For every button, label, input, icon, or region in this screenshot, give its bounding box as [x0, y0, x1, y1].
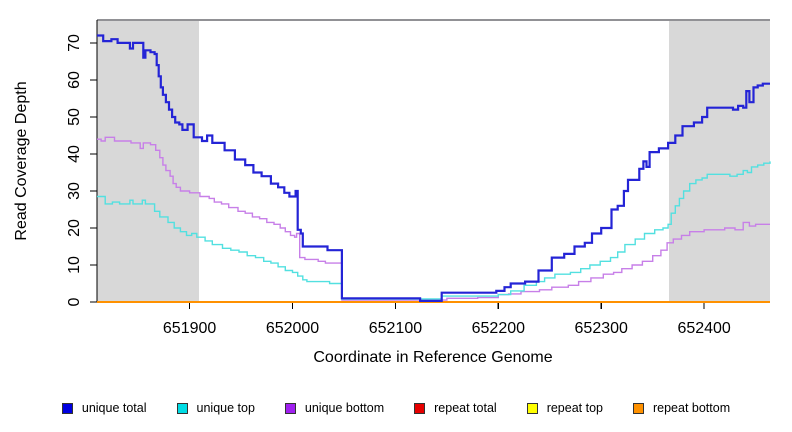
y-tick-label: 10	[66, 256, 83, 274]
legend-item-repeat-bottom: repeat bottom	[632, 401, 731, 415]
series-line-unique-top	[97, 161, 771, 300]
legend-swatch-unique-top	[176, 402, 188, 414]
legend-label-repeat-bottom: repeat bottom	[652, 401, 731, 415]
x-tick-label: 652400	[677, 320, 730, 337]
legend-swatch-unique-bottom	[284, 402, 296, 414]
legend-item-repeat-top: repeat top	[526, 401, 603, 415]
legend-swatch-repeat-top	[526, 402, 538, 414]
y-tick-label: 60	[66, 71, 83, 89]
legend-label-repeat-top: repeat top	[546, 401, 603, 415]
series-line-unique-total	[97, 34, 770, 302]
legend-item-unique-total: unique total	[61, 401, 147, 415]
x-tick-label: 652300	[575, 320, 628, 337]
y-axis-title: Read Coverage Depth	[13, 81, 30, 241]
legend-item-unique-bottom: unique bottom	[284, 401, 385, 415]
y-tick-label: 50	[66, 108, 83, 126]
x-tick-label: 652000	[266, 320, 319, 337]
y-tick-label: 20	[66, 219, 83, 237]
x-tick-label: 652200	[472, 320, 525, 337]
y-tick-label: 0	[66, 297, 83, 306]
x-tick-label: 652100	[369, 320, 422, 337]
repeat-region-shade	[669, 20, 770, 302]
y-tick-label: 40	[66, 145, 83, 163]
legend-label-unique-total: unique total	[81, 401, 147, 415]
x-axis-title: Coordinate in Reference Genome	[313, 349, 553, 366]
y-tick-label: 30	[66, 182, 83, 200]
legend-label-repeat-total: repeat total	[434, 401, 497, 415]
legend-swatch-repeat-bottom	[632, 402, 644, 414]
repeat-region-shade	[97, 20, 199, 302]
legend-label-unique-top: unique top	[196, 401, 255, 415]
x-tick-label: 651900	[163, 320, 216, 337]
legend-swatch-repeat-total	[414, 402, 426, 414]
legend-item-unique-top: unique top	[176, 401, 255, 415]
legend: unique total unique top unique bottom repea…	[0, 398, 792, 418]
y-tick-label: 70	[66, 34, 83, 52]
legend-item-repeat-total: repeat total	[414, 401, 497, 415]
legend-label-unique-bottom: unique bottom	[304, 401, 385, 415]
legend-swatch-unique-total	[61, 402, 73, 414]
series-line-unique-bottom	[97, 136, 770, 301]
